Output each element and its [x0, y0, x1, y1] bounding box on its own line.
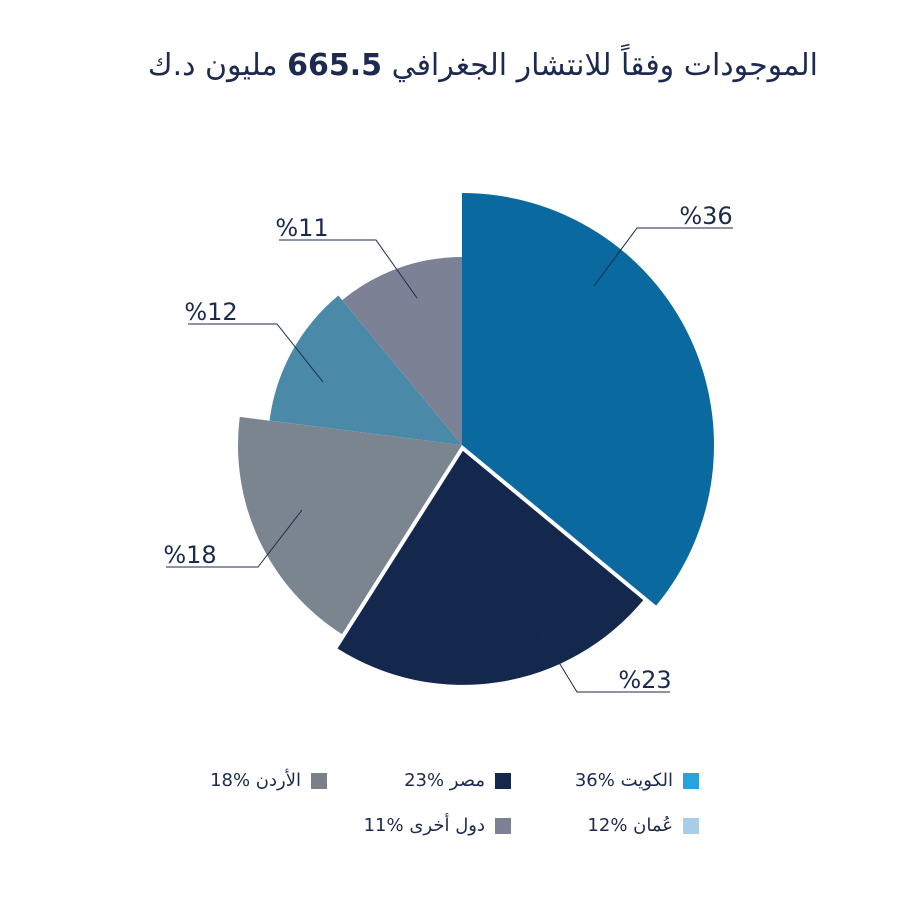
- legend-swatch: [683, 817, 699, 834]
- legend-item-3: الأردن %18: [210, 770, 327, 791]
- chart-title: الموجودات وفقاً للانتشار الجغرافي 665.5 …: [40, 48, 818, 83]
- legend-swatch: [311, 772, 327, 789]
- legend-item-2: مصر %23: [404, 770, 511, 791]
- legend-swatch: [495, 772, 511, 789]
- data-label-2: %23: [618, 666, 671, 694]
- title-prefix: الموجودات وفقاً للانتشار الجغرافي: [382, 48, 818, 83]
- legend-label: عُمان %12: [587, 815, 673, 836]
- pie-slice-5: [342, 257, 462, 445]
- pie-slice-3: [237, 416, 462, 635]
- legend-label: الكويت %36: [574, 770, 673, 791]
- leader-line-5: [279, 239, 418, 299]
- legend-swatch: [683, 772, 699, 789]
- pie-slice-1: [462, 193, 715, 606]
- legend-item-4: عُمان %12: [587, 815, 699, 836]
- legend-item-5: دول أخرى %11: [364, 815, 511, 836]
- legend-item-1: الكويت %36: [575, 770, 699, 791]
- data-label-1: %36: [679, 202, 732, 230]
- leader-line-3: [166, 509, 303, 568]
- pie-slice-2: [337, 450, 644, 685]
- title-number: 665.5: [287, 48, 383, 83]
- legend-label: الأردن %18: [210, 770, 301, 791]
- legend-label: مصر %23: [404, 770, 485, 791]
- title-suffix: مليون د.ك: [147, 48, 288, 83]
- data-label-4: %12: [184, 298, 237, 326]
- leader-line-4: [188, 323, 324, 383]
- leader-line-1: [593, 227, 733, 287]
- data-label-5: %11: [275, 214, 328, 242]
- legend-label: دول أخرى %11: [363, 815, 485, 836]
- pie-slice-4: [269, 295, 462, 445]
- leader-line-2: [529, 614, 670, 693]
- data-label-3: %18: [163, 541, 216, 569]
- legend-swatch: [495, 817, 511, 834]
